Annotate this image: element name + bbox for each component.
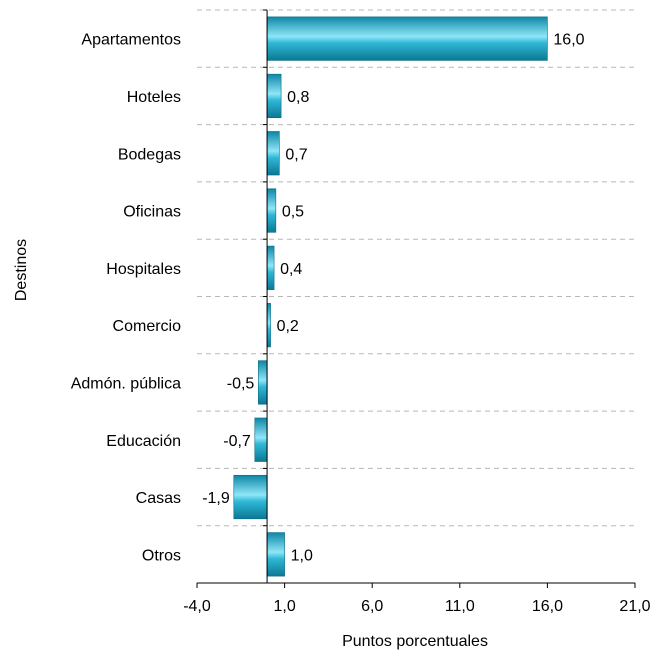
data-label: 0,8: [287, 89, 309, 106]
category-label: Hoteles: [127, 89, 181, 106]
category-label: Bodegas: [118, 146, 181, 163]
bar: [266, 532, 285, 577]
gridlines: [197, 9, 635, 527]
data-label: 0,4: [280, 261, 302, 278]
category-label: Oficinas: [123, 204, 181, 221]
data-label: 16,0: [553, 32, 584, 49]
bar: [266, 303, 271, 348]
bar: [266, 131, 280, 176]
data-label: -0,7: [223, 433, 251, 450]
y-axis-title: Destinos: [13, 239, 30, 301]
labels: Apartamentos 16,0 Hoteles 0,8 Bodegas 0,7 Ofic…: [71, 32, 651, 615]
data-label: 0,7: [285, 146, 307, 163]
category-label: Casas: [136, 490, 181, 507]
data-label: -1,9: [202, 490, 230, 507]
category-label: Admón. pública: [71, 375, 181, 392]
x-tick-label: 21,0: [619, 598, 650, 615]
x-tick-label: 6,0: [361, 598, 383, 615]
data-label: -0,5: [227, 375, 255, 392]
data-label: 0,5: [282, 204, 304, 221]
x-tick-label: -4,0: [183, 598, 211, 615]
x-tick-label: 1,0: [273, 598, 295, 615]
category-label: Hospitales: [106, 261, 181, 278]
axes: [196, 9, 636, 588]
bar: [266, 245, 275, 290]
bar: [254, 417, 268, 462]
bar: [233, 474, 268, 520]
category-label: Otros: [142, 547, 181, 564]
bar: [258, 360, 268, 405]
data-label: 1,0: [291, 547, 313, 564]
bars: [233, 16, 548, 577]
x-axis-title: Puntos porcentuales: [342, 633, 488, 650]
data-label: 0,2: [277, 318, 299, 335]
x-tick-label: 16,0: [532, 598, 563, 615]
bar: [266, 73, 282, 119]
category-label: Apartamentos: [81, 32, 181, 49]
category-label: Educación: [106, 433, 181, 450]
x-tick-label: 11,0: [445, 598, 475, 615]
bar: [266, 16, 548, 61]
bar: [266, 188, 277, 233]
category-label: Comercio: [113, 318, 182, 335]
